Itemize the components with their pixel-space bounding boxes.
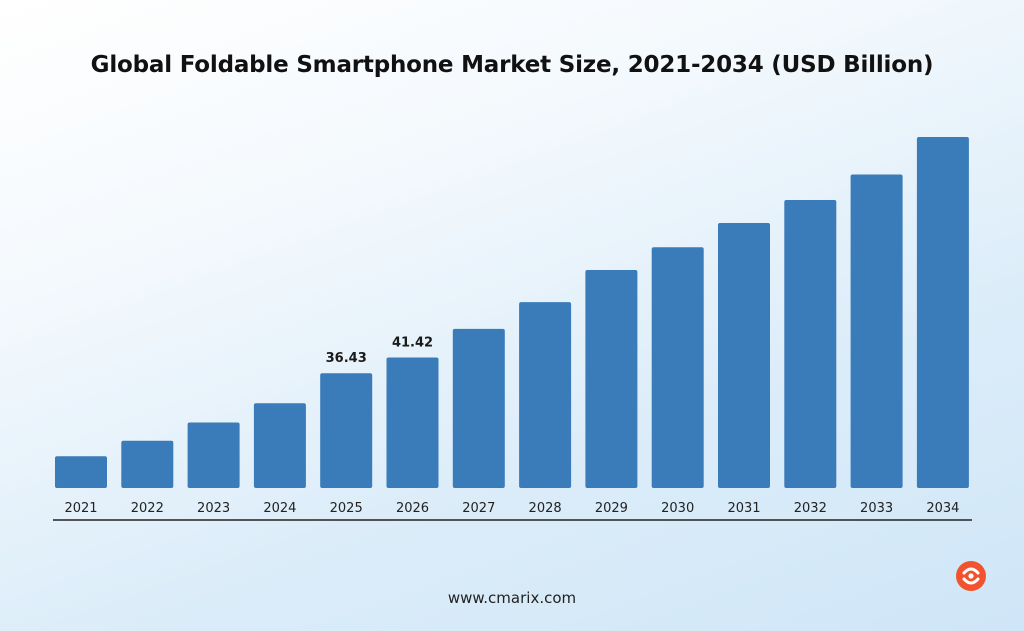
bar-2028 bbox=[519, 302, 572, 488]
cmarix-logo-icon bbox=[956, 561, 986, 591]
x-tick-label-2026: 2026 bbox=[396, 501, 429, 516]
x-tick-label-2033: 2033 bbox=[860, 501, 893, 516]
bar-2023 bbox=[187, 422, 240, 488]
data-label-2026: 41.42 bbox=[392, 336, 433, 351]
bar-2031 bbox=[718, 223, 770, 488]
x-tick-label-2022: 2022 bbox=[131, 501, 164, 516]
bar-2021 bbox=[55, 456, 107, 488]
x-tick-label-2029: 2029 bbox=[595, 501, 628, 516]
bar-2025 bbox=[320, 373, 373, 488]
x-tick-labels-group: 2021 2022 2023 2024 2025 2026 2027 2028 2029 2030… bbox=[64, 501, 959, 516]
x-tick-label-2031: 2031 bbox=[727, 501, 760, 516]
x-tick-label-2021: 2021 bbox=[64, 501, 97, 516]
bar-2030 bbox=[651, 247, 704, 488]
footer-website[interactable]: www.cmarix.com bbox=[447, 589, 577, 607]
bar-2029 bbox=[585, 270, 638, 488]
bar-2022 bbox=[121, 440, 174, 488]
x-tick-label-2023: 2023 bbox=[197, 501, 230, 516]
x-tick-label-2032: 2032 bbox=[794, 501, 827, 516]
bar-2024 bbox=[253, 403, 306, 488]
bar-2033 bbox=[850, 174, 903, 488]
chart-title: Global Foldable Smartphone Market Size, … bbox=[90, 52, 934, 78]
data-label-2025: 36.43 bbox=[326, 351, 367, 366]
bar-2032 bbox=[784, 200, 837, 488]
x-tick-label-2027: 2027 bbox=[462, 501, 495, 516]
x-tick-label-2030: 2030 bbox=[661, 501, 694, 516]
x-tick-label-2025: 2025 bbox=[330, 501, 363, 516]
bar-2026 bbox=[386, 357, 439, 488]
x-tick-label-2028: 2028 bbox=[529, 501, 562, 516]
x-tick-label-2034: 2034 bbox=[926, 501, 959, 516]
data-labels-group: 36.43 41.42 bbox=[326, 336, 433, 367]
x-tick-label-2024: 2024 bbox=[263, 501, 296, 516]
bar-2034 bbox=[916, 137, 969, 488]
bar-2027 bbox=[452, 328, 505, 488]
bars-group bbox=[55, 137, 969, 488]
